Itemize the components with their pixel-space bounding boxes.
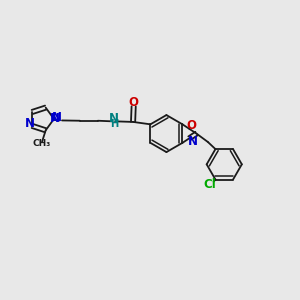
Text: N: N: [50, 112, 60, 125]
Text: N: N: [188, 135, 198, 148]
Text: N: N: [52, 111, 62, 124]
Text: Cl: Cl: [204, 178, 216, 190]
Text: O: O: [129, 96, 139, 109]
Text: N: N: [109, 112, 119, 125]
Text: O: O: [187, 119, 197, 132]
Text: H: H: [110, 119, 118, 129]
Text: N: N: [25, 117, 35, 130]
Text: CH₃: CH₃: [33, 139, 51, 148]
